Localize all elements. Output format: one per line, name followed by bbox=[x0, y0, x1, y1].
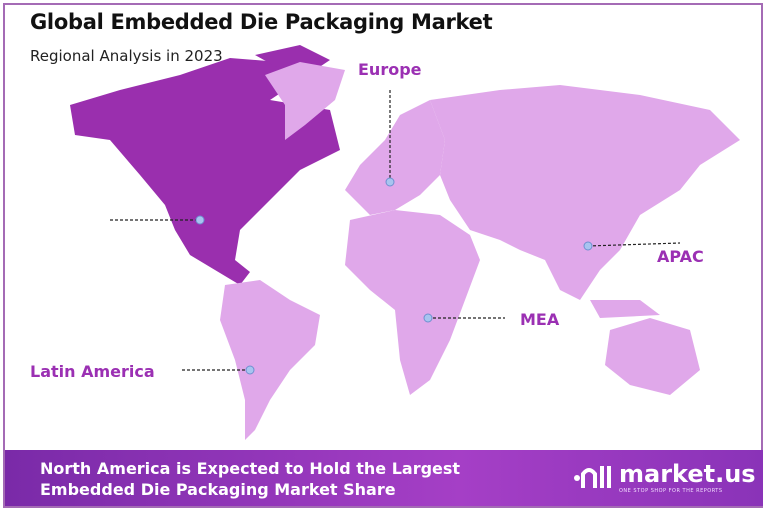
leader-lines bbox=[110, 90, 681, 371]
marker-mea bbox=[423, 313, 433, 323]
frame bbox=[3, 3, 763, 508]
region-greenland bbox=[265, 62, 345, 140]
label-apac: APAC bbox=[657, 247, 704, 266]
label-mea: MEA bbox=[520, 310, 560, 329]
page-title: Global Embedded Die Packaging Market bbox=[30, 10, 493, 34]
brand-logo: market.us ONE STOP SHOP FOR THE REPORTS bbox=[573, 460, 756, 494]
banner-line-1: North America is Expected to Hold the La… bbox=[40, 459, 461, 478]
region-mea[interactable] bbox=[345, 210, 480, 395]
page-subtitle: Regional Analysis in 2023 bbox=[30, 47, 223, 65]
logo-tagline: ONE STOP SHOP FOR THE REPORTS bbox=[619, 488, 723, 494]
region-apac[interactable] bbox=[430, 85, 740, 300]
label-latin-america: Latin America bbox=[30, 362, 155, 381]
marker-latin-america bbox=[245, 365, 255, 375]
marker-apac bbox=[583, 241, 593, 251]
banner-text: North America is Expected to Hold the La… bbox=[40, 458, 460, 500]
footer-banner: North America is Expected to Hold the La… bbox=[5, 450, 763, 506]
region-markers bbox=[195, 177, 593, 375]
region-europe[interactable] bbox=[345, 100, 445, 215]
logo-name: market.us bbox=[619, 460, 756, 488]
marker-europe bbox=[385, 177, 395, 187]
banner-line-2: Embedded Die Packaging Market Share bbox=[40, 480, 396, 499]
region-latin-america[interactable] bbox=[220, 280, 320, 440]
logo-icon bbox=[574, 466, 611, 488]
region-north-america[interactable] bbox=[70, 58, 340, 285]
region-islands bbox=[590, 300, 660, 318]
label-europe: Europe bbox=[358, 60, 422, 79]
marker-north-america bbox=[195, 215, 205, 225]
region-australia bbox=[605, 318, 700, 395]
